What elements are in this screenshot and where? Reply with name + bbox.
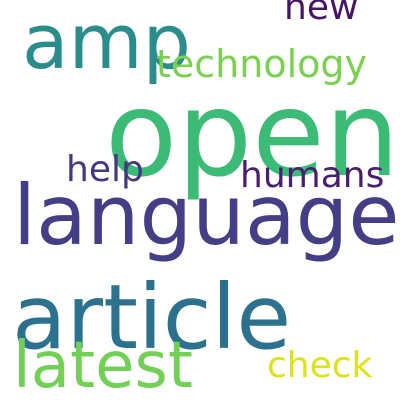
word-new: new [284,0,359,28]
word-humans: humans [240,155,385,196]
word-latest: latest [13,329,193,400]
word-language: language [13,167,400,264]
word-technology: technology [156,42,368,86]
word-help: help [66,149,144,190]
word-amp: amp [22,0,191,86]
word-open: open [105,65,400,203]
word-check: check [267,345,373,386]
word-article: article [12,265,292,369]
